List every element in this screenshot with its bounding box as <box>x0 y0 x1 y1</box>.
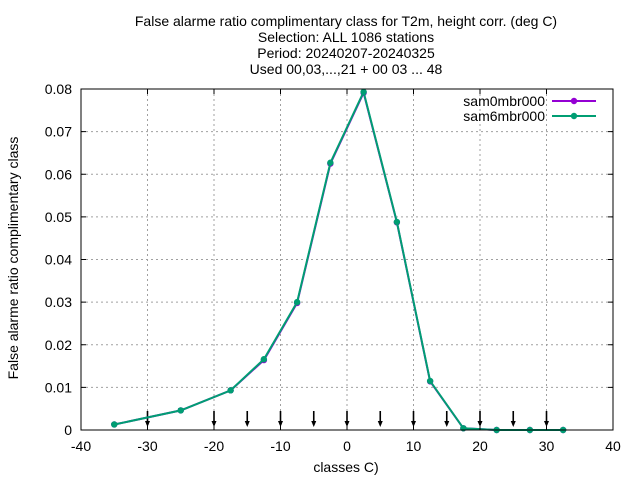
threshold-arrow <box>344 411 350 427</box>
chart-title: False alarme ratio complimentary class f… <box>135 13 557 77</box>
threshold-arrow <box>211 411 217 427</box>
threshold-arrow <box>477 411 483 427</box>
series-sam0mbr000 <box>111 89 567 434</box>
x-tick-label: 30 <box>539 438 555 454</box>
threshold-arrow-head <box>411 421 416 427</box>
data-point <box>177 407 184 414</box>
x-tick-label: 0 <box>343 438 351 454</box>
threshold-arrow-head <box>211 421 217 427</box>
y-tick-label: 0 <box>64 422 72 438</box>
threshold-arrow-head <box>377 421 383 427</box>
legend-label: sam0mbr000 <box>463 93 545 109</box>
title-line-4: Used 00,03,...,21 + 00 03 ... 48 <box>250 61 443 77</box>
data-point <box>227 387 234 394</box>
data-point <box>327 159 334 166</box>
y-tick-label: 0.05 <box>45 209 72 225</box>
y-tick-label: 0.06 <box>45 166 72 182</box>
y-axis-label: False alarme ratio complimentary class <box>5 137 21 380</box>
threshold-arrow-head <box>477 421 483 427</box>
threshold-arrow <box>377 411 383 427</box>
legend-label: sam6mbr000 <box>463 108 545 124</box>
data-point <box>393 218 401 226</box>
y-tick-label: 0.07 <box>45 124 72 140</box>
threshold-arrow-head <box>145 421 150 427</box>
y-tick-label: 0.02 <box>45 337 72 353</box>
grid <box>81 89 613 430</box>
y-tick-label: 0.04 <box>45 252 72 268</box>
threshold-arrow-head <box>510 421 516 427</box>
threshold-arrow-head <box>278 421 283 427</box>
data-point <box>111 421 118 428</box>
threshold-arrow <box>244 411 250 427</box>
threshold-arrow <box>444 411 450 427</box>
threshold-arrow <box>145 411 150 427</box>
threshold-arrow-head <box>344 421 350 427</box>
data-point <box>460 425 467 432</box>
threshold-arrow <box>411 411 416 427</box>
data-point <box>293 298 301 306</box>
data-point <box>260 356 268 363</box>
x-tick-label: 10 <box>406 438 422 454</box>
y-tick-label: 0.08 <box>45 81 72 97</box>
legend-entry: sam0mbr000 <box>463 93 596 109</box>
x-tick-label: 20 <box>472 438 488 454</box>
axis-ticks: -40 -30 -20 -10 0 10 20 30 40 0 0.01 0.02 0.03 0.04 0.… <box>45 81 621 454</box>
y-tick-label: 0.03 <box>45 294 72 310</box>
y-tick-label: 0.01 <box>45 379 72 395</box>
threshold-arrow <box>544 411 549 427</box>
threshold-arrow <box>311 411 317 427</box>
threshold-markers <box>145 411 549 427</box>
threshold-arrow-head <box>244 421 250 427</box>
x-tick-label: -20 <box>204 438 224 454</box>
title-line-3: Period: 20240207-20240325 <box>257 45 435 61</box>
threshold-arrow-head <box>544 421 549 427</box>
title-line-1: False alarme ratio complimentary class f… <box>135 13 557 29</box>
x-axis-label: classes C) <box>313 459 378 475</box>
x-tick-label: -10 <box>270 438 290 454</box>
threshold-arrow-head <box>444 421 450 427</box>
threshold-arrow <box>278 411 283 427</box>
x-tick-label: -40 <box>71 438 91 454</box>
x-tick-label: 40 <box>605 438 621 454</box>
x-tick-label: -30 <box>137 438 157 454</box>
legend-swatch-point <box>570 112 578 120</box>
series-sam6mbr000 <box>111 88 567 434</box>
series-line <box>114 89 564 431</box>
title-line-2: Selection: ALL 1086 stations <box>258 29 434 45</box>
threshold-arrow <box>510 411 516 427</box>
legend-entry: sam6mbr000 <box>463 108 596 124</box>
data-point <box>360 88 367 96</box>
series <box>111 88 567 434</box>
legend-swatch-point <box>570 97 578 105</box>
threshold-arrow-head <box>311 421 317 427</box>
data-point <box>426 377 434 385</box>
